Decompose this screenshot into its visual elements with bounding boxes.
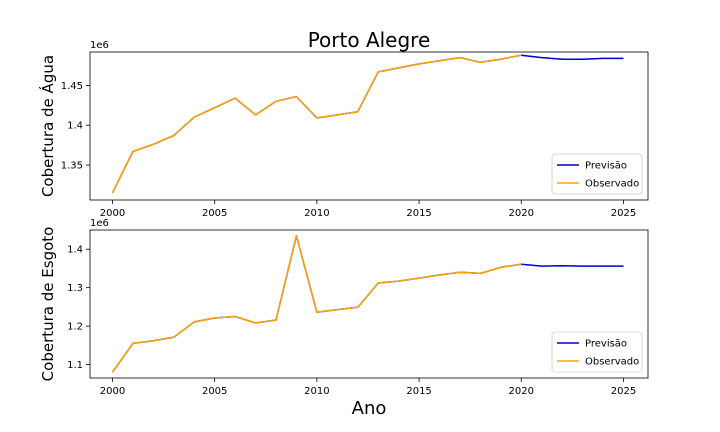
y-tick-label: 1.4 — [67, 245, 83, 256]
y-offset-text: 1e6 — [90, 40, 109, 51]
water-coverage-subplot: 2000 2005 2010 2015 2020 2025 1.35 1.4 1.45 1e6 Co… — [38, 40, 649, 219]
x-axis-label: Ano — [352, 398, 387, 419]
x-tick-label: 2020 — [509, 208, 534, 219]
x-tick-label: 2000 — [100, 386, 125, 397]
legend-label-observado: Observado — [585, 179, 639, 190]
y-tick-label: 1.35 — [61, 160, 83, 171]
chart-title: Porto Alegre — [308, 28, 431, 52]
legend-label-previsao: Previsão — [585, 161, 627, 172]
legend-label-observado: Observado — [585, 357, 639, 368]
legend: Previsão Observado — [551, 331, 643, 373]
y-tick-label: 1.3 — [67, 283, 83, 294]
axes-frame — [89, 229, 649, 379]
x-tick-label: 2010 — [304, 386, 329, 397]
y-axis-label: Cobertura de Água — [38, 55, 57, 197]
x-tick-label: 2025 — [611, 386, 636, 397]
legend-label-previsao: Previsão — [585, 339, 627, 350]
x-tick-label: 2005 — [202, 208, 227, 219]
y-tick-label: 1.1 — [67, 360, 83, 371]
x-tick-label: 2025 — [611, 208, 636, 219]
axes-frame — [89, 51, 649, 201]
x-tick-label: 2005 — [202, 386, 227, 397]
y-tick-label: 1.2 — [67, 322, 83, 333]
y-offset-text: 1e6 — [90, 218, 109, 229]
series-line-observado — [111, 54, 522, 194]
y-axis-label: Cobertura de Esgoto — [39, 227, 57, 382]
x-tick-label: 2015 — [406, 386, 431, 397]
legend: Previsão Observado — [551, 153, 643, 195]
legend-box — [551, 331, 643, 373]
sewage-coverage-subplot: 2000 2005 2010 2015 2020 2025 1.1 1.2 1.3 1.4 1e6 C… — [39, 218, 649, 397]
series-line-previsao — [111, 54, 624, 194]
series-line-previsao — [111, 235, 624, 373]
legend-box — [551, 153, 643, 195]
x-tick-label: 2010 — [304, 208, 329, 219]
x-tick-label: 2000 — [100, 208, 125, 219]
x-tick-label: 2020 — [509, 386, 534, 397]
series-line-observado — [111, 235, 522, 373]
y-tick-label: 1.45 — [61, 81, 83, 92]
x-tick-label: 2015 — [406, 208, 431, 219]
y-tick-label: 1.4 — [67, 121, 83, 132]
